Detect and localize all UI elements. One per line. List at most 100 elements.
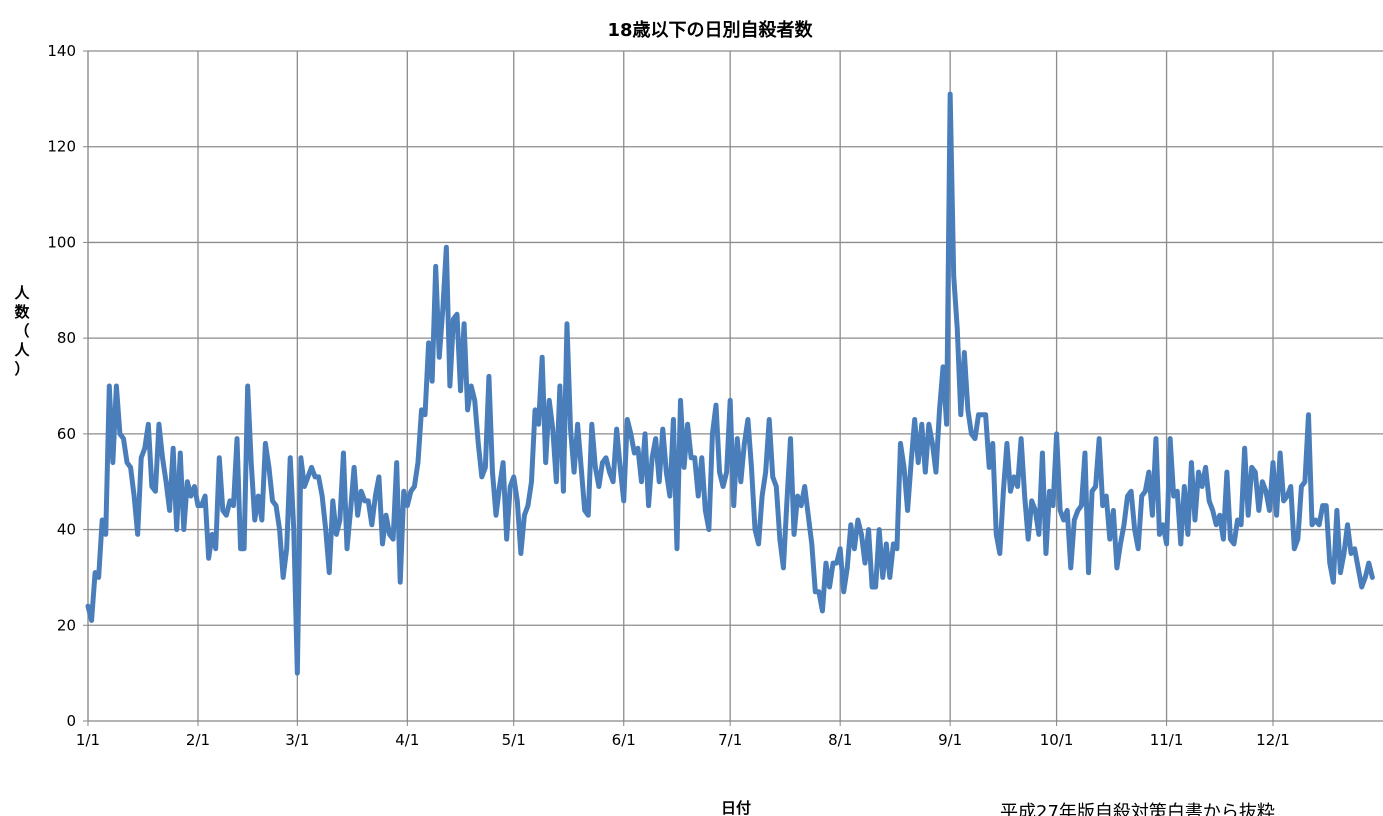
data-point xyxy=(832,562,834,564)
data-point xyxy=(1311,524,1313,526)
data-point xyxy=(779,538,781,540)
data-point xyxy=(371,524,373,526)
data-point xyxy=(1307,414,1309,416)
data-point xyxy=(843,591,845,593)
data-point xyxy=(513,476,515,478)
data-point xyxy=(885,543,887,545)
data-point xyxy=(903,466,905,468)
data-point xyxy=(797,495,799,497)
data-point xyxy=(1006,442,1008,444)
data-point xyxy=(279,529,281,531)
data-point xyxy=(1169,438,1171,440)
data-point xyxy=(609,471,611,473)
data-point xyxy=(939,409,941,411)
data-point xyxy=(1322,505,1324,507)
data-point xyxy=(640,481,642,483)
data-point xyxy=(243,548,245,550)
data-point xyxy=(360,490,362,492)
data-point xyxy=(1141,495,1143,497)
data-point xyxy=(538,423,540,425)
data-point xyxy=(860,533,862,535)
data-point xyxy=(768,419,770,420)
data-point xyxy=(704,509,706,511)
data-point xyxy=(782,567,784,569)
data-point xyxy=(562,490,564,492)
data-point xyxy=(548,399,550,401)
data-point xyxy=(1222,538,1224,540)
data-point xyxy=(385,514,387,516)
data-point xyxy=(963,352,965,353)
data-point xyxy=(789,438,791,440)
data-point xyxy=(1364,576,1366,578)
data-point xyxy=(644,433,646,435)
data-point xyxy=(1201,486,1203,487)
data-point xyxy=(623,500,625,502)
data-point xyxy=(392,538,394,540)
data-point xyxy=(378,476,380,478)
data-point xyxy=(477,442,479,444)
data-point xyxy=(179,452,181,454)
data-point xyxy=(616,428,618,430)
data-point xyxy=(1357,567,1359,569)
data-point xyxy=(1070,567,1072,569)
data-point xyxy=(1350,553,1352,554)
data-point xyxy=(612,481,614,483)
data-point xyxy=(690,457,692,459)
data-point xyxy=(864,562,866,564)
data-point xyxy=(449,385,451,387)
data-point xyxy=(1226,471,1228,473)
data-point xyxy=(1173,495,1175,497)
data-point xyxy=(499,486,501,487)
data-point xyxy=(1354,548,1356,550)
data-point xyxy=(183,529,185,531)
data-point xyxy=(541,356,543,358)
data-point xyxy=(424,414,426,416)
data-point xyxy=(413,486,415,487)
data-point xyxy=(949,93,951,95)
data-point xyxy=(325,529,327,531)
data-point xyxy=(573,471,575,473)
data-point xyxy=(648,505,650,507)
data-point xyxy=(740,481,742,483)
data-point xyxy=(651,457,653,459)
data-point xyxy=(871,586,873,588)
data-point xyxy=(346,548,348,550)
data-point xyxy=(765,471,767,473)
x-tick-label: 2/1 xyxy=(186,731,210,749)
data-point xyxy=(186,481,188,483)
data-point xyxy=(1009,490,1011,492)
y-tick-label: 140 xyxy=(47,42,76,60)
data-point xyxy=(1024,495,1026,497)
data-point xyxy=(502,462,504,464)
data-point xyxy=(119,433,121,435)
y-tick-label: 120 xyxy=(47,138,76,156)
data-point xyxy=(892,543,894,545)
data-point xyxy=(1215,524,1217,526)
data-point xyxy=(1048,490,1050,492)
data-point xyxy=(1166,543,1168,545)
data-point xyxy=(985,414,987,416)
data-point xyxy=(481,476,483,478)
data-point xyxy=(488,375,490,377)
data-point xyxy=(1208,500,1210,502)
data-point xyxy=(878,529,880,531)
y-tick-label: 20 xyxy=(57,616,76,634)
data-point xyxy=(94,572,96,574)
data-point xyxy=(1155,438,1157,440)
data-point xyxy=(484,466,486,468)
data-point xyxy=(463,323,465,325)
data-point xyxy=(956,328,958,330)
data-point xyxy=(204,495,206,497)
data-point xyxy=(655,438,657,440)
data-point xyxy=(907,509,909,511)
data-point xyxy=(264,442,266,444)
data-point xyxy=(633,452,635,454)
data-point xyxy=(1095,486,1097,487)
data-point xyxy=(172,447,174,449)
data-point xyxy=(619,466,621,468)
data-point xyxy=(1244,447,1246,449)
data-point xyxy=(676,548,678,550)
data-point xyxy=(736,438,738,440)
data-point xyxy=(158,423,160,425)
